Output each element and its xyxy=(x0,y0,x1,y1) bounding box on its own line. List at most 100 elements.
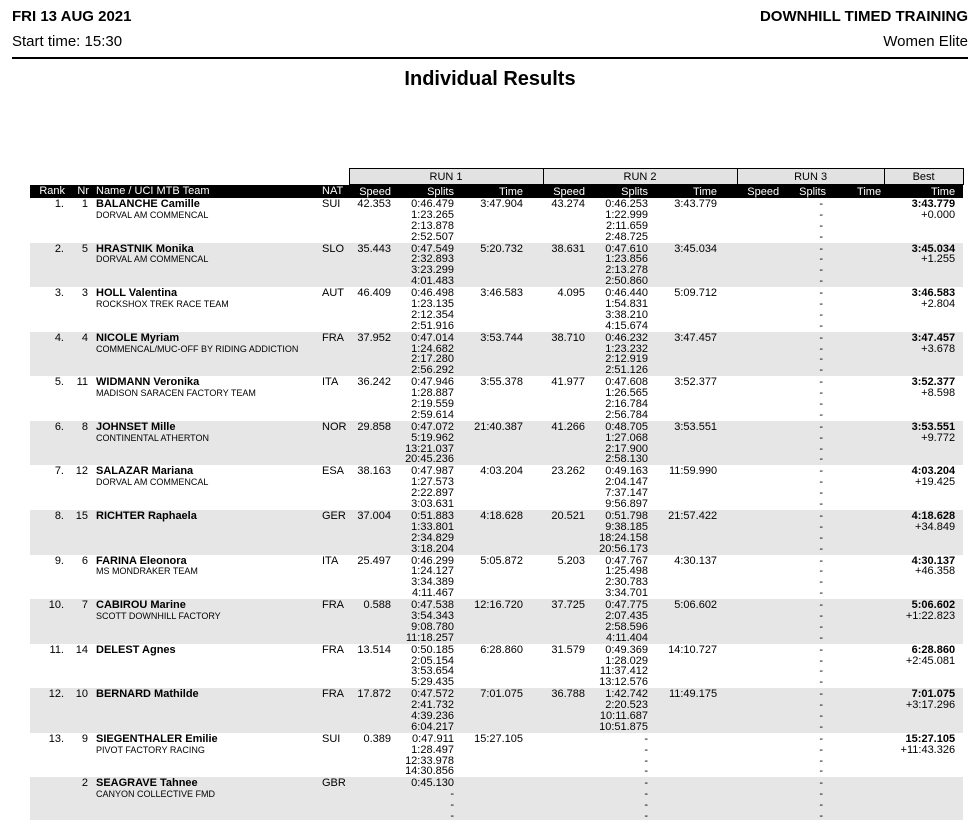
run2-time: 5:09.712 xyxy=(674,287,718,300)
run3-splits-column-header: Splits xyxy=(787,184,836,198)
nr-value: 10 xyxy=(75,688,88,701)
run1-split: 0:46.498 xyxy=(411,287,454,300)
run3-split: - xyxy=(819,720,824,733)
run1-time-cell: 5:20.732 xyxy=(463,243,543,288)
run3-split: - xyxy=(819,498,824,510)
run2-split: 2:04.147 xyxy=(605,476,649,489)
nat-value: AUT xyxy=(322,287,344,300)
run3-time-cell xyxy=(835,777,884,820)
run2-speed xyxy=(543,734,585,745)
run3-split: - xyxy=(819,431,824,444)
run2-splits-cell: 1:42.742 2:20.523 10:11.687 10:51.875 xyxy=(593,688,657,733)
run1-speed: 17.872 xyxy=(357,688,391,701)
best-time: 15:27.105 xyxy=(905,732,956,745)
run1-time-cell: 21:40.387 xyxy=(463,421,543,466)
run3-time-cell xyxy=(835,287,884,332)
run3-split: - xyxy=(819,242,824,255)
run3-split: - xyxy=(819,342,824,355)
best-time-column-header: Time xyxy=(884,184,964,198)
table-row: 11. 14 DELEST Agnes FRA 13.514 0:50.185 2:05.1… xyxy=(30,644,963,689)
run2-speed: 38.631 xyxy=(551,242,586,255)
run2-splits-cell: 0:51.798 9:38.185 18:24.158 20:56.173 xyxy=(593,510,657,555)
best-diff: +11:43.326 xyxy=(900,743,956,756)
run1-split: 0:47.987 xyxy=(411,465,454,478)
run2-split: 0:49.163 xyxy=(605,465,649,478)
run1-time: 21:40.387 xyxy=(474,420,524,433)
run1-time: 3:46.583 xyxy=(480,287,524,300)
run2-splits-cell: ---- xyxy=(593,733,657,778)
table-row: 2 SEAGRAVE Tahnee CANYON COLLECTIVE FMD GBR… xyxy=(30,777,964,820)
run3-split: - xyxy=(819,799,824,812)
run3-split: - xyxy=(819,319,824,332)
run3-time-cell xyxy=(835,332,884,377)
nat-value: SUI xyxy=(322,198,341,210)
run1-split: 11:18.257 xyxy=(405,631,454,644)
run2-group-header: RUN 2 xyxy=(542,168,738,185)
name-cell: DELEST Agnes xyxy=(90,644,320,689)
best-diff: +19.425 xyxy=(915,476,956,489)
run1-split: 1:28.497 xyxy=(411,743,454,756)
run2-speed-cell: 38.710 xyxy=(543,332,593,377)
run1-splits-cell: 0:47.538 3:54.343 9:08.780 11:18.257 xyxy=(399,599,463,644)
run1-split: 3:03.631 xyxy=(411,498,454,510)
run2-time-cell: 3:43.779 xyxy=(657,198,737,243)
run2-splits-cell: 0:46.253 1:22.999 2:11.659 2:48.725 xyxy=(593,198,657,243)
run1-splits-cell: 0:50.185 2:05.154 3:53.654 5:29.435 xyxy=(399,644,463,689)
run3-split: - xyxy=(819,688,824,701)
nat-cell: FRA xyxy=(320,332,349,377)
best-diff: +1.255 xyxy=(921,253,956,266)
team-name: MADISON SARACEN FACTORY TEAM xyxy=(96,388,256,399)
run2-split: 1:42.742 xyxy=(605,688,649,701)
run2-time: 21:57.422 xyxy=(668,509,718,522)
run2-time: 11:49.175 xyxy=(668,688,718,701)
run1-split: 3:23.299 xyxy=(411,264,454,277)
nat-cell: GER xyxy=(320,510,349,555)
nr-value: 6 xyxy=(81,554,88,567)
run1-split: 1:33.801 xyxy=(411,520,454,533)
nr-cell: 12 xyxy=(68,465,90,510)
run3-time xyxy=(835,199,881,210)
category-label: Women Elite xyxy=(883,33,968,50)
run2-split: 4:11.404 xyxy=(606,631,649,644)
rank-cell: 5. xyxy=(30,376,68,421)
run1-split: 2:05.154 xyxy=(411,654,454,667)
nat-value: ESA xyxy=(322,465,345,478)
run1-speed-cell: 0.588 xyxy=(349,599,399,644)
run3-speed xyxy=(737,778,779,789)
run3-splits-cell: ---- xyxy=(787,733,835,778)
run1-time-cell: 15:27.105 xyxy=(463,733,543,778)
run1-time: 5:05.872 xyxy=(480,554,524,567)
nr-cell: 10 xyxy=(68,688,90,733)
run3-time-cell xyxy=(835,644,884,689)
run3-speed xyxy=(737,333,779,344)
run3-split: - xyxy=(819,308,824,321)
run3-speed-cell xyxy=(737,510,787,555)
run2-splits-cell: 0:47.610 1:23.856 2:13.278 2:50.860 xyxy=(593,243,657,288)
run1-split: 0:46.479 xyxy=(411,198,454,210)
run2-split: 0:47.767 xyxy=(605,554,649,567)
run1-speed-cell: 13.514 xyxy=(349,644,399,689)
run1-split: 1:23.265 xyxy=(411,208,454,221)
best-diff: +3:17.296 xyxy=(905,699,956,712)
best-cell: 3:45.034 +1.255 xyxy=(884,243,963,288)
rank-value: 3. xyxy=(54,287,64,300)
nat-cell: ITA xyxy=(320,376,349,421)
rank-cell: 3. xyxy=(30,287,68,332)
run1-split: 0:47.549 xyxy=(411,242,454,255)
rank-cell: 11. xyxy=(30,644,68,689)
table-row: 8. 15 RICHTER Raphaela GER 37.004 0:51.883 1:3… xyxy=(30,509,964,555)
run2-split: - xyxy=(644,788,649,801)
run1-split: 0:47.946 xyxy=(411,376,454,389)
run3-time-cell xyxy=(835,198,884,243)
rank-cell: 7. xyxy=(30,465,68,510)
run3-split: - xyxy=(819,542,824,555)
nr-value: 4 xyxy=(81,331,88,344)
best-time: 4:30.137 xyxy=(911,554,956,567)
run2-split: 3:38.210 xyxy=(605,308,649,321)
run3-split: - xyxy=(819,408,824,421)
run1-time-cell: 7:01.075 xyxy=(463,688,543,733)
run1-speed-cell: 0.389 xyxy=(349,733,399,778)
run3-speed-cell xyxy=(737,555,787,600)
run1-time-cell xyxy=(463,777,543,820)
best-time: 6:28.860 xyxy=(911,643,956,656)
